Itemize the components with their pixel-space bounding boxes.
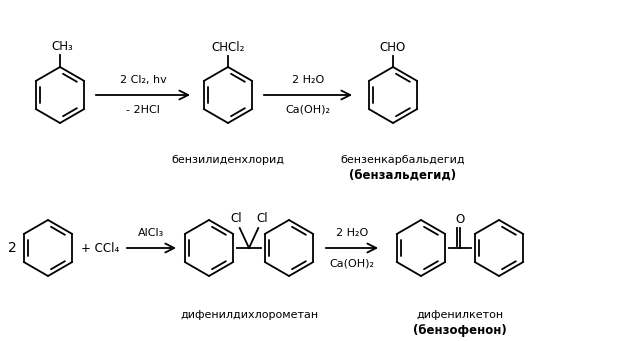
Text: 2 Cl₂, hv: 2 Cl₂, hv	[120, 75, 166, 85]
Text: Cl: Cl	[257, 212, 268, 225]
Text: бензенкарбальдегид: бензенкарбальдегид	[340, 155, 466, 165]
Text: CHO: CHO	[380, 41, 406, 54]
Text: - 2HCl: - 2HCl	[126, 105, 160, 115]
Text: (бензальдегид): (бензальдегид)	[350, 169, 456, 182]
Text: Ca(OH)₂: Ca(OH)₂	[285, 105, 330, 115]
Text: бензилиденхлорид: бензилиденхлорид	[172, 155, 285, 165]
Text: Cl: Cl	[230, 212, 242, 225]
Text: 2 H₂O: 2 H₂O	[292, 75, 324, 85]
Text: дифенилдихлорометан: дифенилдихлорометан	[180, 310, 318, 320]
Text: AlCl₃: AlCl₃	[138, 228, 165, 238]
Text: CH₃: CH₃	[51, 40, 73, 53]
Text: 2: 2	[8, 241, 17, 255]
Text: + CCl₄: + CCl₄	[81, 241, 119, 254]
Text: дифенилкетон: дифенилкетон	[417, 310, 503, 320]
Text: Ca(OH)₂: Ca(OH)₂	[329, 258, 374, 268]
Text: O: O	[455, 213, 464, 226]
Text: CHCl₂: CHCl₂	[211, 41, 245, 54]
Text: 2 H₂O: 2 H₂O	[336, 228, 368, 238]
Text: (бензофенон): (бензофенон)	[413, 324, 507, 337]
